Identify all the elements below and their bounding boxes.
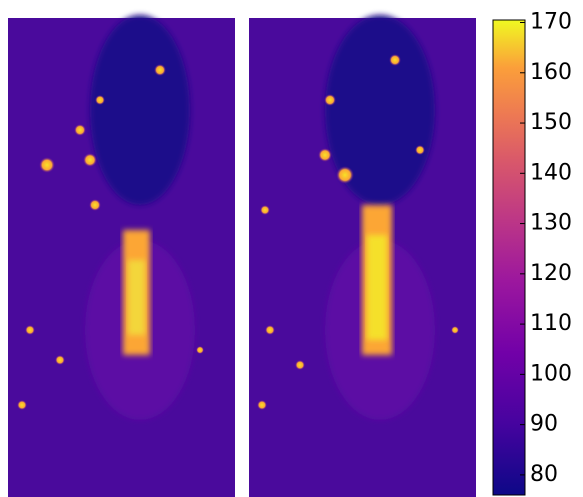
chart: 80 90 100 110 120 130 140 150 160 170 bbox=[0, 0, 583, 497]
colorbar-tick-label: 80 bbox=[530, 462, 558, 487]
colorbar-tick-label: 170 bbox=[530, 10, 572, 35]
colorbar-tick-label: 140 bbox=[530, 160, 572, 185]
colorbar-tick-label: 160 bbox=[530, 60, 572, 85]
colorbar bbox=[493, 20, 525, 495]
colorbar-tick-label: 130 bbox=[530, 211, 572, 236]
heatmap-panel bbox=[249, 15, 476, 497]
colorbar-tick-label: 110 bbox=[530, 311, 572, 336]
colorbar-tick-label: 150 bbox=[530, 110, 572, 135]
colorbar-tick-label: 100 bbox=[530, 361, 572, 386]
colorbar-tick-label: 90 bbox=[530, 412, 558, 437]
heatmap-panel bbox=[8, 15, 235, 497]
colorbar-tick-label: 120 bbox=[530, 261, 572, 286]
